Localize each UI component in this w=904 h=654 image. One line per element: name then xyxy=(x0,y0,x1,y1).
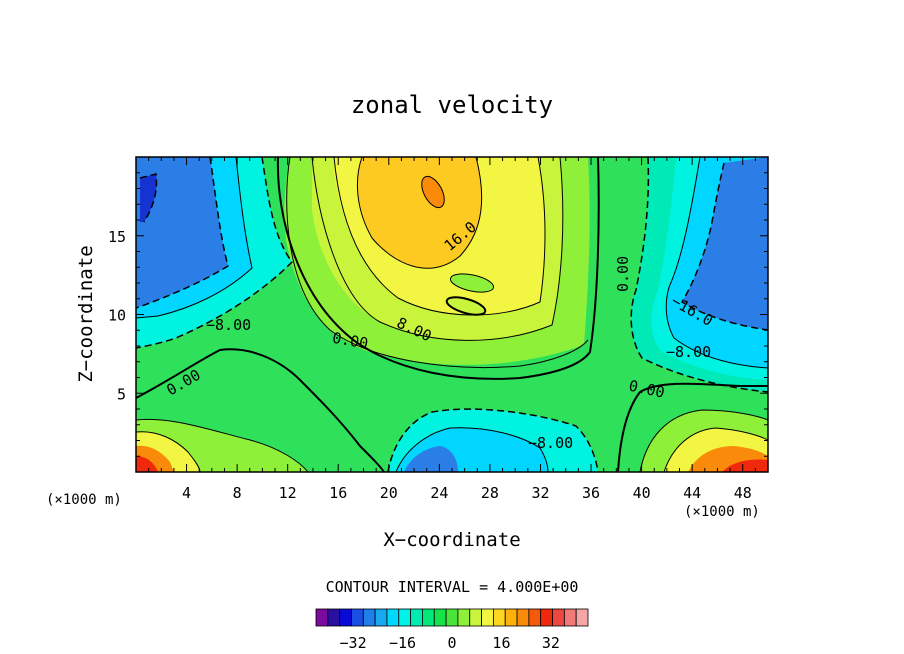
contour-label: −8.00 xyxy=(528,434,573,452)
x-tick-label: 28 xyxy=(481,484,499,502)
colorbar-swatch xyxy=(563,608,577,627)
x-tick-label: 20 xyxy=(380,484,398,502)
colorbar-swatch xyxy=(374,608,388,627)
region-upper-right-blue xyxy=(682,157,768,330)
x-axis-title: X−coordinate xyxy=(383,529,520,551)
colorbar-tick-label: −32 xyxy=(340,634,367,652)
x-tick-label: 16 xyxy=(329,484,347,502)
colorbar-swatch xyxy=(315,608,329,627)
colorbar-tick-label: −16 xyxy=(389,634,416,652)
y-tick-label: 5 xyxy=(117,385,126,403)
colorbar-swatch xyxy=(433,608,447,627)
colorbar-swatch xyxy=(504,608,518,627)
colorbar-swatch xyxy=(351,608,364,627)
plot-area xyxy=(136,157,768,472)
colorbar-swatch xyxy=(575,608,589,627)
colorbar-swatch xyxy=(457,608,471,627)
region-center-gold xyxy=(357,157,482,269)
x-unit-label-right: (×1000 m) xyxy=(684,504,760,520)
colorbar-swatch xyxy=(410,608,423,627)
colorbar-swatch xyxy=(327,608,341,627)
colorbar-swatch xyxy=(445,608,459,627)
x-tick-label: 48 xyxy=(734,484,752,502)
contour-label: −8.00 xyxy=(666,343,711,361)
region-center-green-spot xyxy=(450,273,494,293)
contour-lines-zero xyxy=(136,157,768,472)
colorbar-tick-label: 0 xyxy=(447,634,456,652)
colorbar-swatch xyxy=(339,608,352,627)
y-axis-title: Z−coordinate xyxy=(75,245,97,382)
y-tick-label: 10 xyxy=(108,307,126,325)
y-tick-label: 15 xyxy=(108,228,126,246)
region-upper-left-blue xyxy=(136,157,228,308)
contour-label: 0.00 xyxy=(614,256,632,292)
x-tick-label: 32 xyxy=(531,484,549,502)
x-tick-label: 44 xyxy=(683,484,701,502)
region-center-yellowgreen-spot xyxy=(446,297,486,315)
colorbar-tick-label: 32 xyxy=(542,634,560,652)
colorbar-swatch xyxy=(386,608,400,627)
colorbar-swatch xyxy=(362,608,376,627)
colorbar-swatch xyxy=(528,608,542,627)
region-upper-left-darkblue xyxy=(140,174,157,222)
colorbar-swatch xyxy=(516,608,530,627)
colorbar-swatch xyxy=(469,608,482,627)
colorbar-tick-label: 16 xyxy=(492,634,510,652)
x-unit-label-left: (×1000 m) xyxy=(46,492,122,508)
x-tick-label: 12 xyxy=(279,484,297,502)
colorbar-swatch xyxy=(422,608,435,627)
contour-label: −8.00 xyxy=(206,316,251,334)
colorbar-swatch xyxy=(481,608,494,627)
x-tick-label: 8 xyxy=(233,484,242,502)
contour-label: 0.00 xyxy=(331,329,370,353)
region-bottom-blue xyxy=(404,446,458,472)
colorbar: −32 −16 0 16 32 xyxy=(315,608,589,652)
region-bottom-right-red xyxy=(722,459,768,472)
x-tick-label: 24 xyxy=(430,484,448,502)
region-bottom-left-red xyxy=(136,456,158,472)
colorbar-swatch xyxy=(552,608,565,627)
colorbar-swatch xyxy=(492,608,506,627)
x-tick-label: 40 xyxy=(633,484,651,502)
x-tick-label: 36 xyxy=(582,484,600,502)
x-tick-label: 4 xyxy=(182,484,191,502)
colorbar-swatch xyxy=(398,608,412,627)
contour-interval-label: CONTOUR INTERVAL = 4.000E+00 xyxy=(326,578,579,596)
chart-title: zonal velocity xyxy=(351,91,553,119)
colorbar-swatch xyxy=(540,608,553,627)
contour-lines-negative xyxy=(136,157,768,472)
